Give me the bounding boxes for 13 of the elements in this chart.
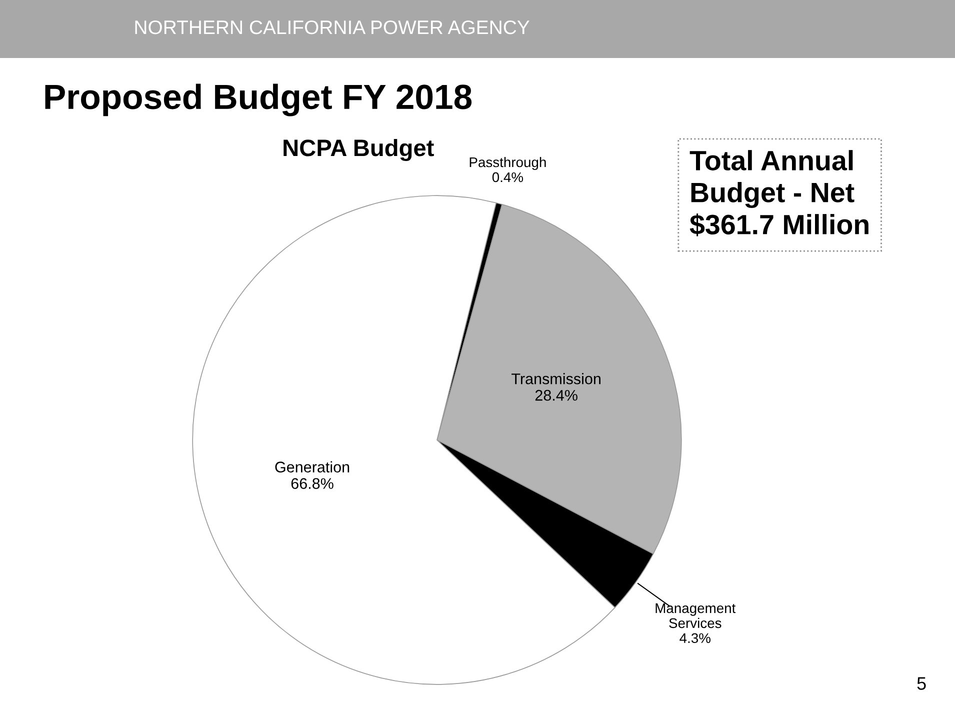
data-label: 4.3% [680, 633, 710, 644]
slice-label: Transmission [512, 373, 600, 384]
data-label: 66.8% [291, 478, 334, 489]
chart-title: Proposed Budget FY 2018 [45, 84, 472, 116]
slice-label: Generation [275, 461, 350, 472]
chart-subtitle: NCPA Budget [284, 138, 434, 162]
data-label: 28.4% [535, 390, 578, 401]
text: Total Annual Budget - Net $361.7 Million [690, 150, 868, 236]
slice-label: Management Services [656, 603, 736, 628]
text: NORTHERN CALIFORNIA POWER AGENCY [135, 20, 530, 34]
text: 5 [917, 677, 926, 690]
slice-label: Passthrough [470, 156, 546, 170]
data-label: 0.4% [492, 172, 524, 182]
